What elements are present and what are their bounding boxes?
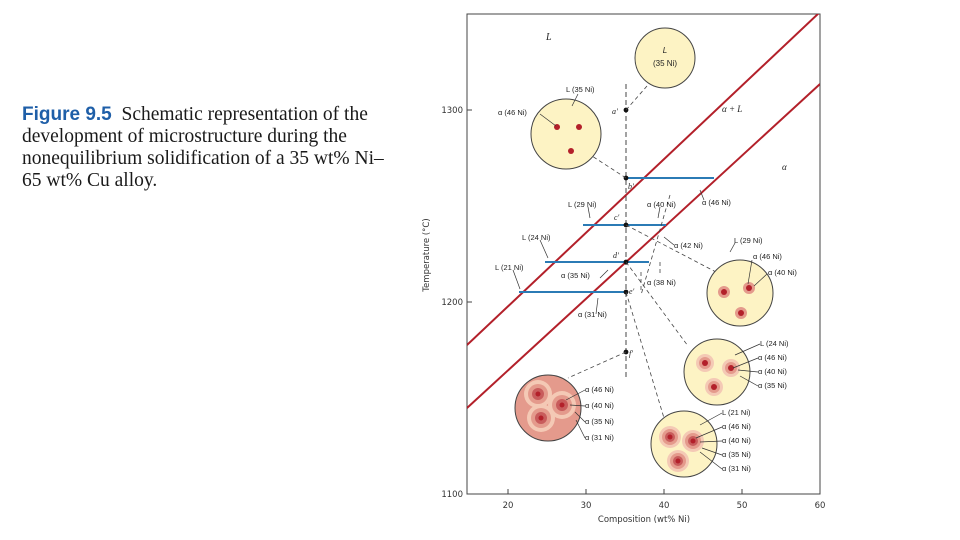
y-tick-label: 1100 (441, 490, 463, 500)
circle-d-alpha46-label: α (46 Ni) (758, 353, 787, 362)
circle-a-line2: (35 Ni) (653, 59, 677, 68)
circle-b-alpha-label: α (46 Ni) (498, 108, 527, 117)
circle-b-liquid-label: L (35 Ni) (566, 85, 595, 94)
x-axis: 20 30 40 50 60 Composition (wt% Ni) (503, 489, 826, 525)
figure-caption: Figure 9.5 Schematic representation of t… (22, 104, 402, 192)
label-alpha-46: α (46 Ni) (702, 198, 731, 207)
point-f-label: f' (629, 349, 633, 358)
point-b-label: b' (628, 182, 634, 191)
alpha-nucleus (576, 124, 582, 130)
microstructure-c: L (29 Ni) α (46 Ni) α (40 Ni) (625, 224, 797, 327)
circle-e-alpha46-label: α (46 Ni) (722, 422, 751, 431)
region-liquid-label: L (545, 32, 552, 43)
x-tick-label: 20 (503, 501, 514, 511)
point-c-label: c' (614, 213, 620, 222)
tie-lines (519, 177, 714, 293)
solidus-line (467, 83, 820, 409)
microstructure-b: L (35 Ni) α (46 Ni) (498, 85, 627, 179)
microstructure-f: α (46 Ni) α (40 Ni) α (35 Ni) α (31 Ni) (514, 351, 627, 442)
y-axis: 1100 1200 1300 Temperature (°C) (422, 106, 472, 500)
circle-c-alpha40-label: α (40 Ni) (768, 268, 797, 277)
label-alpha-40: α (40 Ni) (647, 200, 676, 209)
circle-e-liquid-label: L (21 Ni) (722, 408, 751, 417)
point-d-label: d' (613, 251, 619, 260)
label-l-21: L (21 Ni) (495, 263, 524, 272)
label-alpha-35: α (35 Ni) (561, 271, 590, 280)
x-tick-label: 30 (581, 501, 592, 511)
region-two-phase-label: α + L (722, 104, 742, 114)
label-leaders (512, 189, 705, 315)
region-solid-label: α (782, 162, 787, 172)
y-tick-label: 1300 (441, 106, 463, 116)
label-l-24: L (24 Ni) (522, 233, 551, 242)
figure-label: Figure 9.5 (22, 104, 112, 125)
point-e-label: e' (629, 287, 635, 296)
circle-e-alpha40-label: α (40 Ni) (722, 436, 751, 445)
label-alpha-31: α (31 Ni) (578, 310, 607, 319)
label-alpha-42: α (42 Ni) (674, 241, 703, 250)
x-tick-label: 60 (815, 501, 826, 511)
y-axis-label: Temperature (°C) (422, 218, 432, 292)
label-alpha-38: α (38 Ni) (647, 278, 676, 287)
circle-d-alpha40-label: α (40 Ni) (758, 367, 787, 376)
circle-e-alpha35-label: α (35 Ni) (722, 450, 751, 459)
caption-text: Schematic representation of the developm… (22, 104, 384, 191)
microstructure-a: L (35 Ni) (625, 27, 696, 111)
circle-d-alpha35-label: α (35 Ni) (758, 381, 787, 390)
circle-e-alpha31-label: α (31 Ni) (722, 464, 751, 473)
circle-f-alpha35-label: α (35 Ni) (585, 417, 614, 426)
alpha-nucleus (568, 148, 574, 154)
circle-c-liquid-label: L (29 Ni) (734, 236, 763, 245)
circle-c-alpha46-label: α (46 Ni) (753, 252, 782, 261)
circle-f-alpha46-label: α (46 Ni) (585, 385, 614, 394)
x-tick-label: 50 (737, 501, 748, 511)
label-l-29: L (29 Ni) (568, 200, 597, 209)
circle-f-alpha40-label: α (40 Ni) (585, 401, 614, 410)
x-axis-label: Composition (wt% Ni) (598, 515, 690, 525)
circle-f-alpha31-label: α (31 Ni) (585, 433, 614, 442)
y-tick-label: 1200 (441, 298, 463, 308)
plot-frame (466, 13, 821, 495)
microstructure-d: L (24 Ni) α (46 Ni) α (40 Ni) α (35 Ni) (625, 261, 789, 406)
point-a-label: a' (612, 107, 618, 116)
x-tick-label: 40 (659, 501, 670, 511)
microstructure-e: L (21 Ni) α (46 Ni) α (40 Ni) α (35 Ni) … (625, 291, 751, 478)
circle-d-liquid-label: L (24 Ni) (760, 339, 789, 348)
circle-a-line1: L (663, 46, 667, 55)
